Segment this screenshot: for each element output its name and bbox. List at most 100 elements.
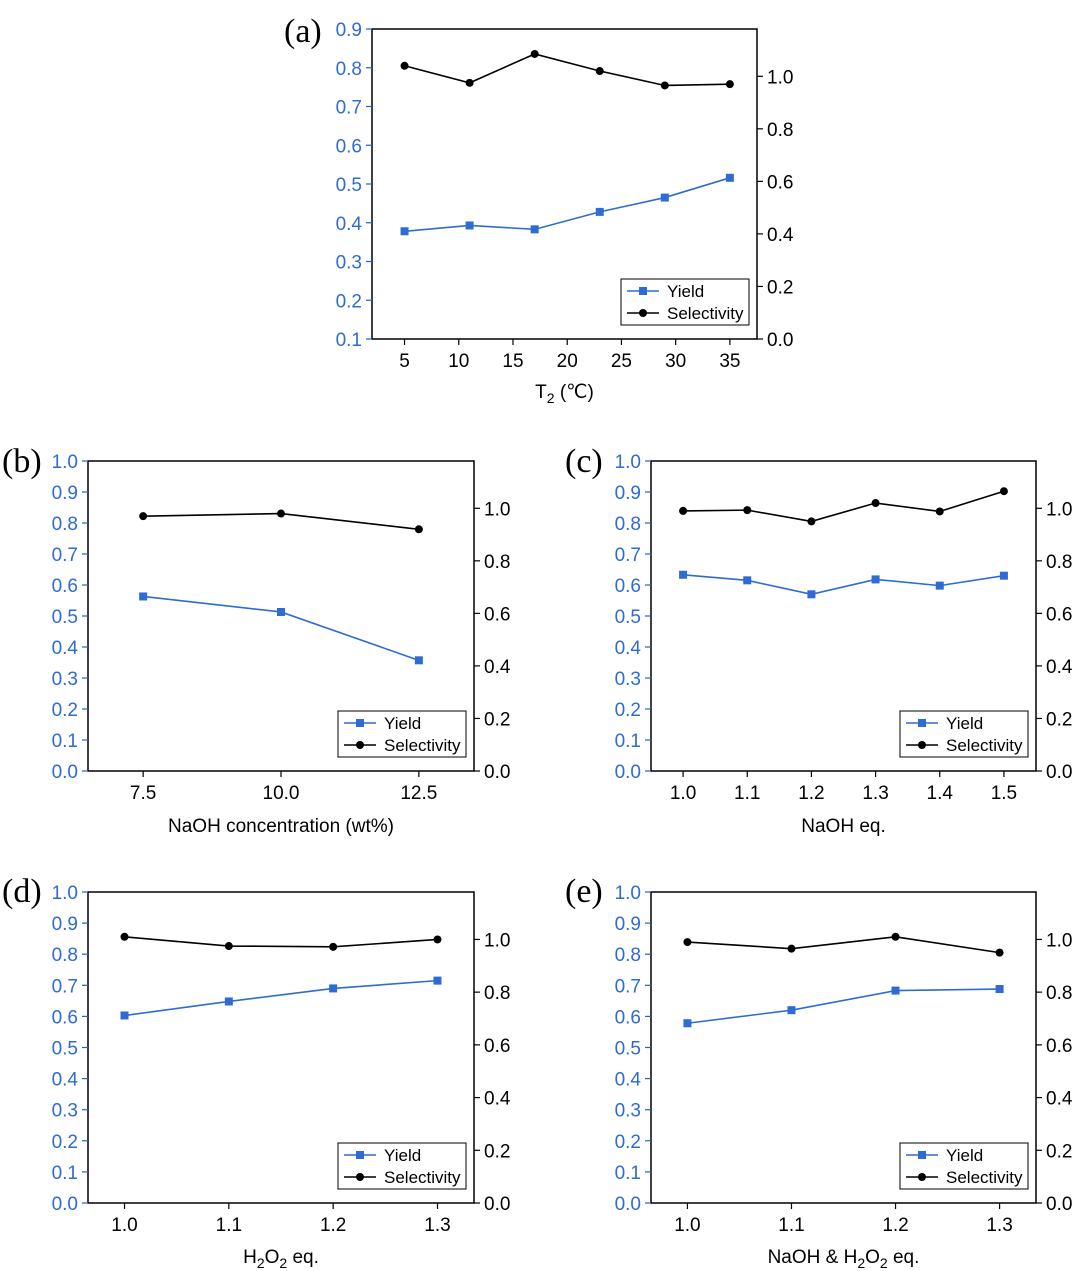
y-left-tick-label: 0.4 (615, 638, 642, 659)
yield-point (530, 225, 539, 234)
y-right-tick-label: 0.0 (484, 762, 510, 783)
legend: Yield Selectivity (620, 278, 750, 326)
chart-panel-1: (b) 7.5 10.0 12.5 0.0 0.1 0.2 0.3 0.4 0.5 0.6 0.7 0.… (2, 443, 511, 837)
y-right-tick-label: 0.2 (767, 277, 793, 298)
selectivity-point (995, 948, 1004, 957)
y-right-tick-label: 0.4 (484, 1089, 511, 1110)
y-left-tick-label: 0.1 (336, 330, 362, 351)
legend-marker (918, 1173, 926, 1181)
selectivity-point (679, 506, 688, 515)
y-right-tick-label: 0.4 (484, 657, 511, 678)
legend-label: Yield (946, 1146, 983, 1165)
selectivity-point (224, 942, 233, 951)
y-left-tick-label: 0.6 (52, 576, 78, 597)
yield-series-line (124, 979, 438, 1017)
y-left-tick-label: 0.2 (52, 1132, 78, 1153)
y-left-tick-label: 1.0 (615, 452, 641, 473)
x-tick-label: 1.3 (424, 1215, 450, 1236)
legend-label: Selectivity (667, 304, 744, 323)
y-left-tick-label: 1.0 (52, 883, 78, 904)
y-left-tick-label: 0.4 (615, 1070, 642, 1091)
y-right-tick-label: 0.2 (1046, 709, 1072, 730)
y-right-tick-label: 1.0 (1046, 499, 1072, 520)
y-left-tick-label: 0.3 (615, 1101, 641, 1122)
y-left-tick-label: 0.9 (52, 914, 78, 935)
yield-series-line (683, 573, 1005, 596)
selectivity-point (725, 80, 734, 89)
y-left-tick-label: 0.6 (615, 576, 641, 597)
selectivity-point (891, 932, 900, 941)
y-right-tick-label: 0.0 (1046, 1194, 1072, 1215)
legend-marker (918, 1151, 926, 1159)
legend-marker (356, 741, 364, 749)
legend-marker (639, 287, 647, 295)
selectivity-point (120, 932, 129, 941)
legend-marker (356, 1151, 364, 1159)
yield-point (277, 607, 285, 616)
y-left-tick-label: 0.4 (52, 1070, 79, 1091)
legend: Yield Selectivity (337, 1142, 467, 1190)
y-left-tick-label: 0.6 (615, 1007, 641, 1028)
selectivity-point (999, 487, 1008, 496)
y-left-tick-label: 0.8 (615, 945, 641, 966)
yield-point (139, 592, 148, 601)
y-right-tick-label: 0.4 (1046, 657, 1073, 678)
x-axis-title: H2O2 eq. (243, 1247, 319, 1271)
x-tick-label: 1.2 (882, 1215, 908, 1236)
y-left-tick-label: 0.0 (52, 1194, 78, 1215)
yield-point (595, 207, 604, 216)
legend-marker (918, 719, 926, 727)
legend-box (337, 1142, 467, 1190)
x-tick-label: 10 (448, 351, 469, 372)
selectivity-point (329, 942, 338, 951)
y-left-tick-label: 0.6 (336, 136, 362, 157)
x-tick-label: 15 (502, 351, 523, 372)
selectivity-point (871, 499, 880, 508)
y-right-tick-label: 1.0 (484, 499, 510, 520)
y-left-tick-label: 0.5 (336, 175, 362, 196)
legend-box (620, 278, 750, 326)
y-right-tick-label: 0.8 (1046, 983, 1072, 1004)
y-left-tick-label: 0.7 (615, 976, 641, 997)
panel-label: (b) (2, 443, 42, 480)
y-right-tick-label: 0.2 (1046, 1141, 1072, 1162)
y-left-tick-label: 0.3 (336, 253, 362, 274)
y-left-tick-label: 0.9 (52, 483, 78, 504)
x-tick-label: 10.0 (263, 783, 300, 804)
yield-series-line (404, 177, 731, 233)
y-left-tick-label: 0.8 (52, 945, 78, 966)
y-left-tick-label: 0.9 (615, 483, 641, 504)
yield-point (465, 221, 474, 230)
y-right-tick-label: 1.0 (767, 67, 793, 88)
legend-box (899, 1142, 1029, 1190)
legend-label: Selectivity (946, 736, 1023, 755)
y-right-tick-label: 0.8 (484, 983, 510, 1004)
legend-label: Yield (384, 714, 421, 733)
x-tick-label: 1.0 (674, 1215, 700, 1236)
y-left-tick-label: 0.3 (52, 1101, 78, 1122)
panel-label: (c) (565, 443, 603, 480)
y-right-tick-label: 1.0 (484, 930, 510, 951)
selectivity-series-line (124, 936, 438, 948)
x-axis-title: NaOH concentration (wt%) (168, 816, 394, 837)
x-tick-label: 1.0 (111, 1215, 137, 1236)
y-left-tick-label: 0.0 (52, 762, 78, 783)
y-right-tick-label: 0.6 (767, 172, 793, 193)
y-left-tick-label: 0.0 (615, 1194, 641, 1215)
selectivity-series-line (687, 935, 1000, 954)
yield-point (329, 984, 338, 993)
yield-point (743, 576, 752, 585)
y-left-tick-label: 0.0 (615, 762, 641, 783)
legend-marker (918, 741, 926, 749)
chart-panel-4: (e) 1.0 1.1 1.2 1.3 0.0 0.1 0.2 0.3 0.4 0.5 0.6 0.7 0… (565, 873, 1073, 1271)
y-left-tick-label: 0.7 (52, 545, 78, 566)
x-tick-label: 25 (611, 351, 632, 372)
legend-marker (639, 309, 647, 317)
yield-point (999, 571, 1008, 580)
x-tick-label: 1.4 (927, 783, 954, 804)
y-left-tick-label: 0.8 (52, 514, 78, 535)
legend-label: Yield (667, 282, 704, 301)
panel-label: (e) (565, 873, 603, 910)
x-tick-label: 1.3 (862, 783, 888, 804)
y-left-tick-label: 0.7 (336, 98, 362, 119)
